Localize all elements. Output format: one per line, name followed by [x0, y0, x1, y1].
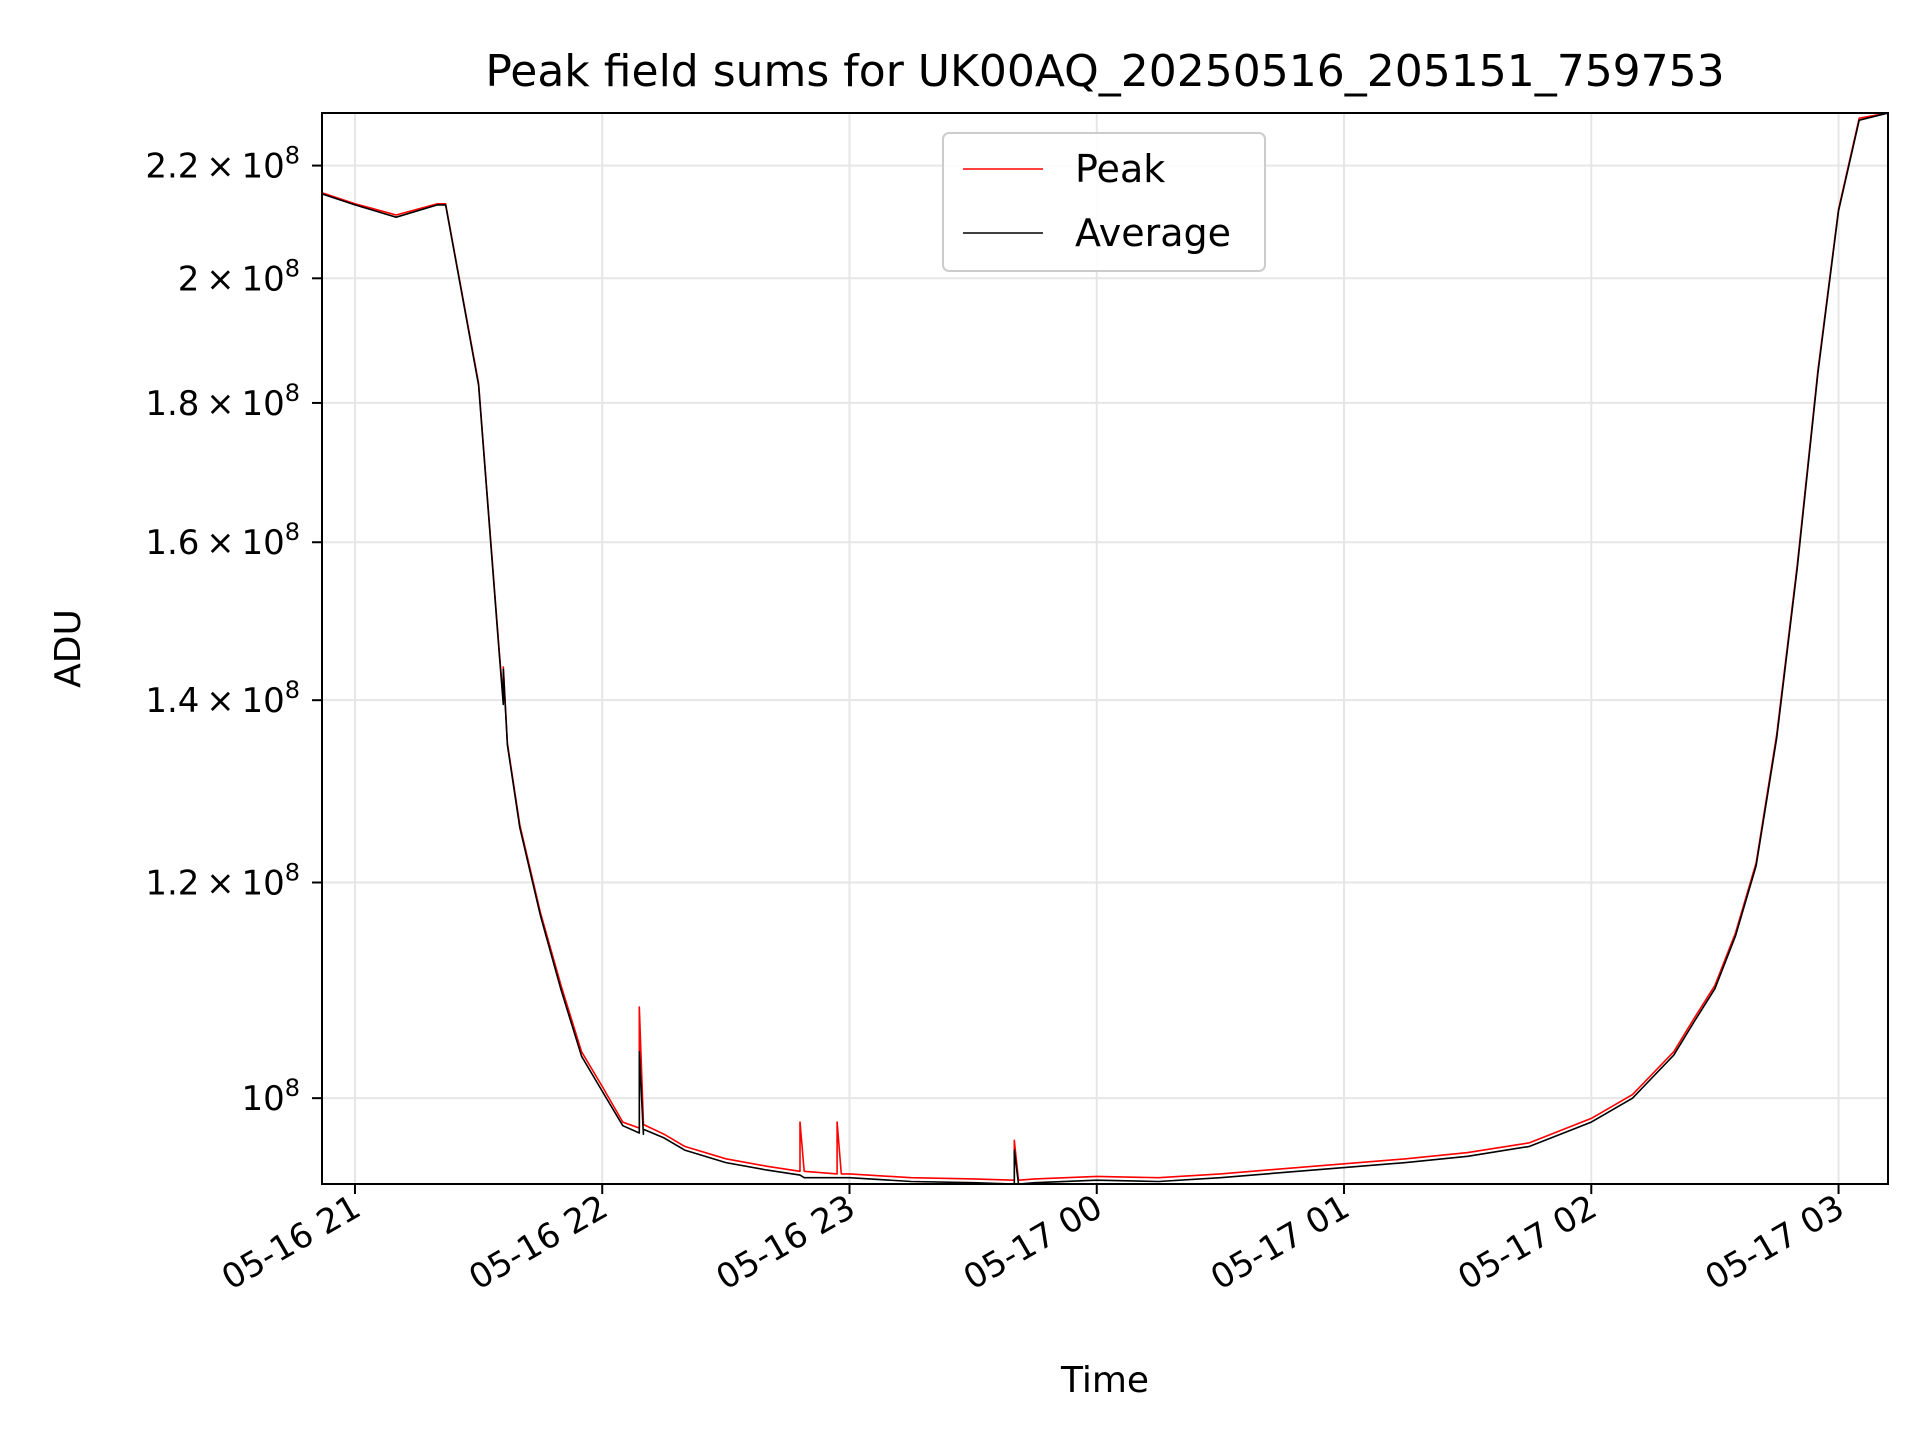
- y-tick-label: 1.2 × 108: [145, 859, 300, 904]
- y-axis-label: ADU: [48, 609, 89, 688]
- y-tick-label: 1.6 × 108: [145, 518, 300, 563]
- x-axis-label: Time: [1060, 1360, 1149, 1401]
- legend: Peak Average: [942, 132, 1266, 272]
- series-line-average: [322, 113, 1888, 1184]
- y-tick-label: 1.8 × 108: [145, 379, 300, 424]
- y-tick-label: 108: [241, 1074, 300, 1119]
- y-tick-label: 2 × 108: [178, 254, 300, 299]
- y-tick-label: 1.4 × 108: [145, 676, 300, 721]
- legend-box: [942, 132, 1266, 272]
- plot-frame: [321, 112, 1889, 1185]
- legend-label: Average: [1075, 211, 1231, 255]
- chart-title: Peak field sums for UK00AQ_20250516_2051…: [485, 46, 1724, 97]
- legend-label: Peak: [1075, 147, 1165, 191]
- series-layer: [322, 113, 1888, 1184]
- y-tick-label: 2.2 × 108: [145, 142, 300, 187]
